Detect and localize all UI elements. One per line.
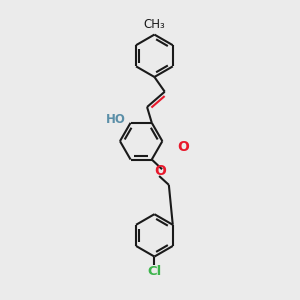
Text: O: O	[177, 140, 189, 154]
Text: O: O	[155, 164, 167, 178]
Text: CH₃: CH₃	[143, 18, 165, 31]
Text: HO: HO	[106, 113, 126, 126]
Text: Cl: Cl	[147, 266, 161, 278]
